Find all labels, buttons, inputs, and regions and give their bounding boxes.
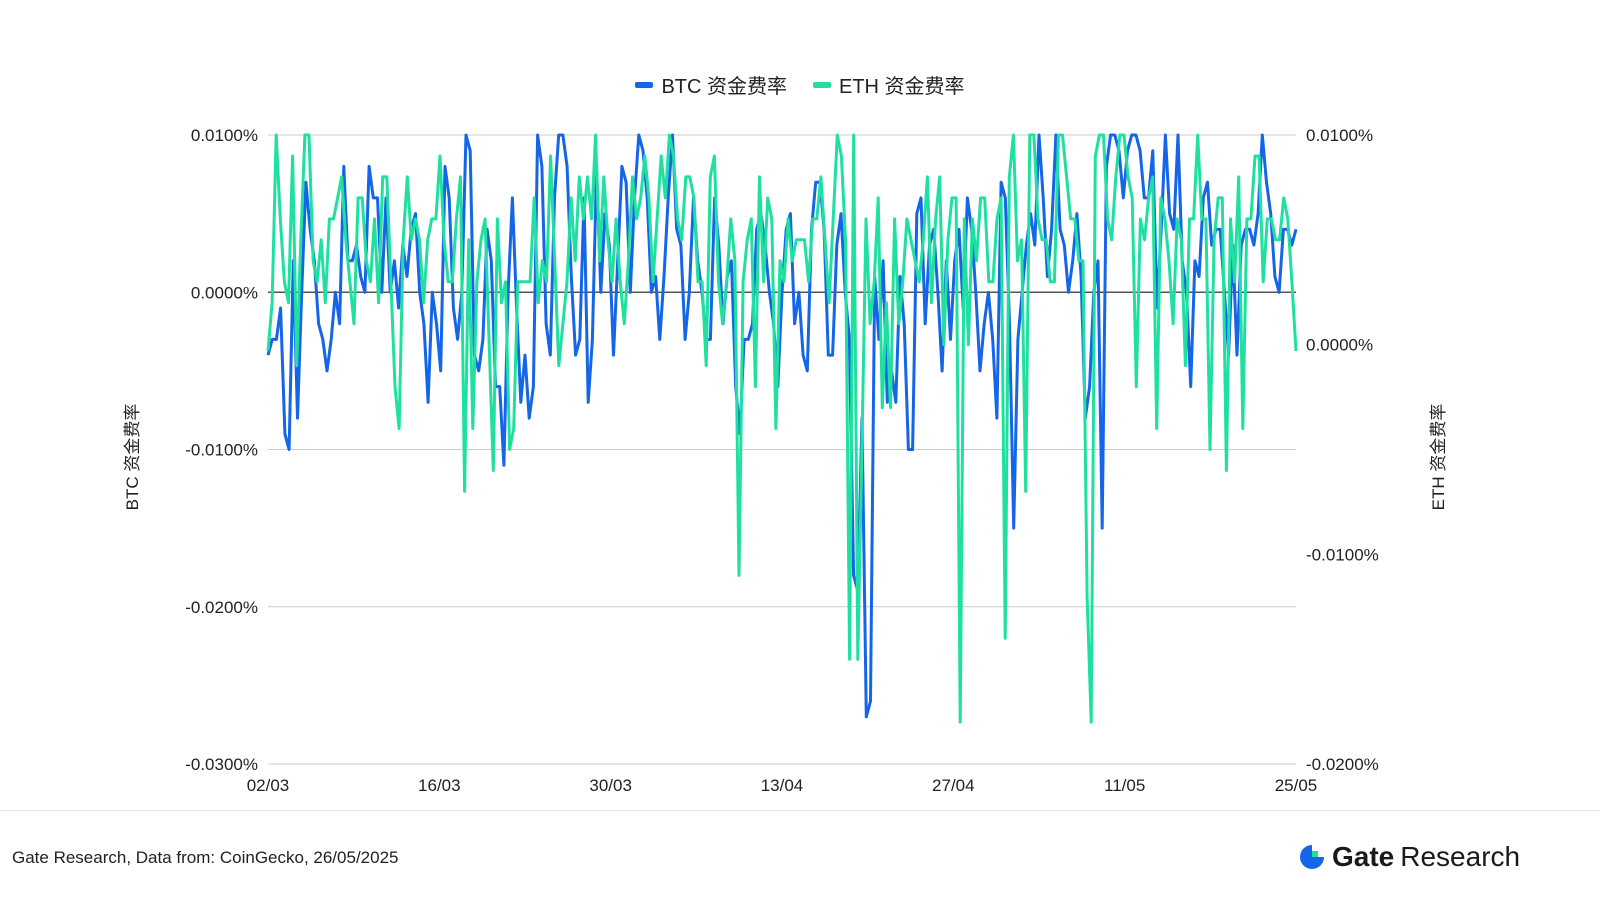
x-tick-label: 13/04	[761, 776, 804, 795]
legend-swatch-eth	[813, 81, 831, 88]
legend-label-btc: BTC 资金费率	[661, 76, 787, 98]
x-tick-label: 25/05	[1275, 776, 1318, 795]
axis-labels: 0.0100% 0.0000% -0.0100% -0.0200% -0.0300% 0.…	[123, 126, 1448, 795]
legend-item-eth[interactable]: ETH 资金费率	[813, 70, 965, 99]
legend-label-eth: ETH 资金费率	[839, 76, 965, 98]
right-tick-label: 0.0000%	[1306, 336, 1373, 355]
series-lines	[266, 133, 1298, 724]
series-line-btc	[266, 133, 1298, 719]
x-tick-label: 16/03	[418, 776, 461, 795]
legend-item-btc[interactable]: BTC 资金费率	[635, 70, 787, 99]
x-tick-label: 11/05	[1104, 776, 1145, 795]
logo-sub: Research	[1400, 841, 1521, 872]
right-axis-title: ETH 资金费率	[1429, 404, 1448, 511]
legend-swatch-btc	[635, 81, 654, 88]
gate-logo-icon	[1300, 845, 1324, 869]
x-tick-label: 02/03	[247, 776, 290, 795]
footer-divider	[0, 810, 1600, 811]
right-tick-label: 0.0100%	[1306, 126, 1373, 145]
left-tick-label: 0.0100%	[191, 126, 258, 145]
x-tick-label: 30/03	[589, 776, 632, 795]
legend: BTC 资金费率 ETH 资金费率	[0, 70, 1600, 99]
right-tick-label: -0.0100%	[1306, 545, 1379, 564]
series-line-eth	[266, 133, 1298, 724]
left-tick-label: 0.0000%	[191, 283, 258, 302]
left-tick-label: -0.0200%	[185, 598, 258, 617]
x-tick-label: 27/04	[932, 776, 975, 795]
left-tick-label: -0.0100%	[185, 441, 258, 460]
logo-brand: Gate	[1332, 841, 1395, 872]
left-tick-label: -0.0300%	[185, 755, 258, 774]
footer-source: Gate Research, Data from: CoinGecko, 26/…	[12, 848, 399, 867]
left-axis-title: BTC 资金费率	[123, 404, 142, 511]
gate-research-logo: Gate Research	[1298, 841, 1520, 873]
right-tick-label: -0.0200%	[1306, 755, 1379, 774]
